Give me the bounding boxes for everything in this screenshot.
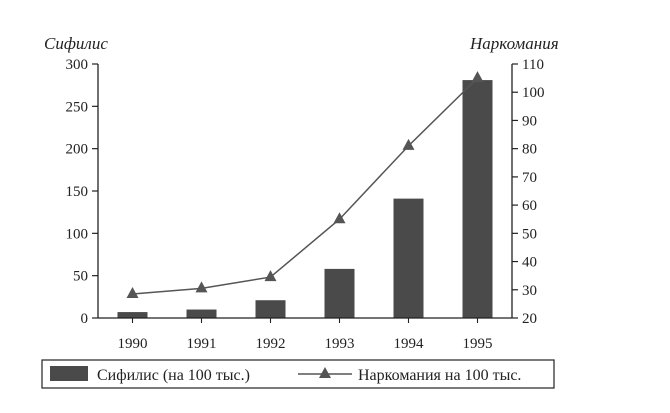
point-narkomania-1994 [402, 138, 415, 150]
y-right-axis-title: Наркомания [469, 34, 559, 53]
y-right-tick-label: 100 [522, 85, 545, 101]
x-tick-label: 1992 [256, 336, 286, 352]
point-narkomania-1991 [195, 281, 208, 293]
legend-label-sifilis: Сифилис (на 100 тыс.) [97, 367, 250, 384]
legend-triangle-marker [319, 367, 331, 378]
bar-sifilis-1990 [117, 312, 148, 318]
point-narkomania-1995 [471, 71, 484, 83]
y-left-tick-label: 250 [66, 99, 89, 115]
y-right-tick-label: 80 [522, 142, 537, 158]
legend-bar-swatch [50, 366, 88, 381]
legend: Сифилис (на 100 тыс.) Наркомания на 100 … [41, 359, 555, 389]
bar-sifilis-1993 [324, 268, 355, 318]
bar-sifilis-1994 [393, 198, 424, 318]
y-right-tick-label: 90 [522, 113, 537, 129]
bar-sifilis-1992 [255, 300, 286, 318]
y-left-tick-label: 0 [81, 311, 89, 327]
x-tick-label: 1994 [394, 336, 425, 352]
y-left-tick-label: 300 [66, 57, 89, 73]
legend-frame [41, 359, 555, 389]
point-narkomania-1992 [264, 270, 277, 282]
x-tick-label: 1995 [463, 336, 493, 352]
y-right-tick-label: 70 [522, 170, 537, 186]
bar-sifilis-1995 [462, 80, 493, 318]
y-left-axis-title: Сифилис [44, 34, 108, 53]
y-right-tick-label: 50 [522, 226, 537, 242]
x-tick-label: 1990 [118, 336, 148, 352]
y-left-tick-label: 50 [73, 269, 88, 285]
line-series-group [126, 71, 484, 299]
y-right-tick-label: 60 [522, 198, 537, 214]
legend-label-narkomania: Наркомания на 100 тыс. [358, 367, 521, 384]
y-right-tick-label: 40 [522, 255, 537, 271]
bar-sifilis-1991 [186, 309, 217, 318]
y-right-tick-label: 30 [522, 283, 537, 299]
y-right-tick-label: 20 [522, 311, 537, 327]
bars-group [117, 80, 493, 318]
point-narkomania-1990 [126, 287, 139, 299]
line-narkomania [132, 77, 479, 295]
axes-group: 0 50 100 150 200 250 300 20 30 40 50 60 70 80 90 100 110… [66, 57, 545, 352]
y-right-tick-label: 110 [522, 57, 544, 73]
x-tick-label: 1991 [187, 336, 217, 352]
y-left-tick-label: 100 [66, 226, 89, 242]
y-left-tick-label: 150 [66, 184, 89, 200]
point-narkomania-1993 [333, 212, 346, 224]
y-left-tick-label: 200 [66, 142, 89, 158]
x-tick-label: 1993 [325, 336, 355, 352]
